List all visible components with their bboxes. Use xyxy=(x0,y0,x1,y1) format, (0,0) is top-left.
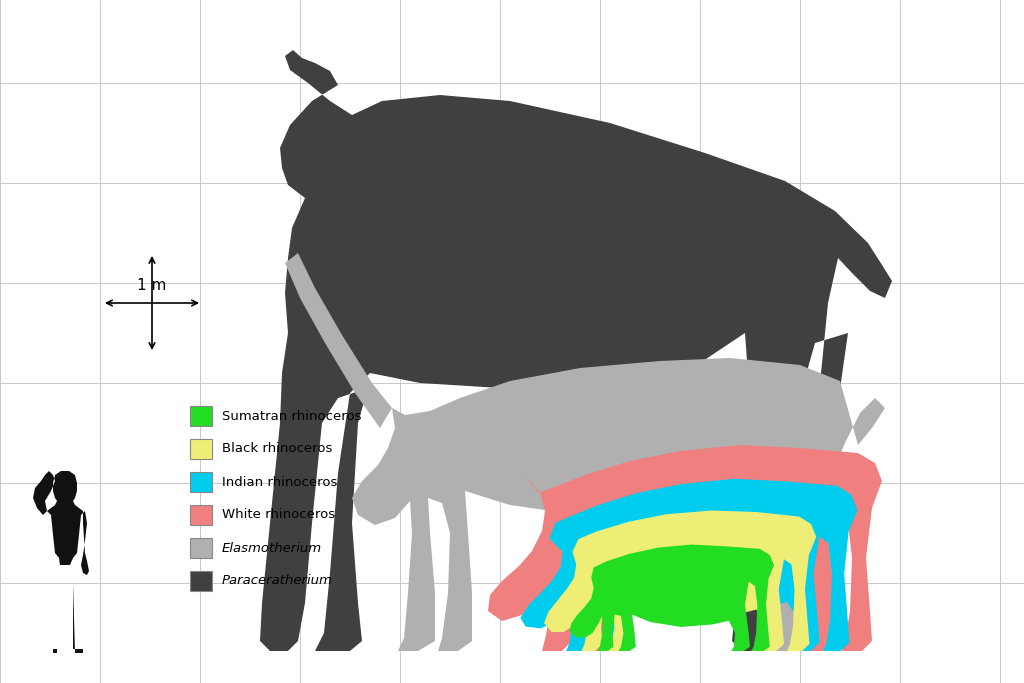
Text: White rhinoceros: White rhinoceros xyxy=(222,509,335,522)
Text: Elasmotherium: Elasmotherium xyxy=(222,542,323,555)
Polygon shape xyxy=(285,253,885,651)
Polygon shape xyxy=(33,471,89,653)
Bar xyxy=(190,472,212,492)
Text: Sumatran rhinoceros: Sumatran rhinoceros xyxy=(222,410,361,423)
Polygon shape xyxy=(494,479,857,651)
Text: Indian rhinoceros: Indian rhinoceros xyxy=(222,475,337,488)
Polygon shape xyxy=(260,50,892,651)
Bar xyxy=(190,406,212,426)
Bar xyxy=(190,505,212,525)
Bar xyxy=(190,571,212,591)
Text: Paraceratherium: Paraceratherium xyxy=(222,574,333,587)
Text: Black rhinoceros: Black rhinoceros xyxy=(222,443,333,456)
Polygon shape xyxy=(465,445,882,651)
Polygon shape xyxy=(520,510,816,651)
Bar xyxy=(190,439,212,459)
Text: 1 m: 1 m xyxy=(137,278,167,293)
Bar xyxy=(190,538,212,558)
Polygon shape xyxy=(551,544,774,651)
